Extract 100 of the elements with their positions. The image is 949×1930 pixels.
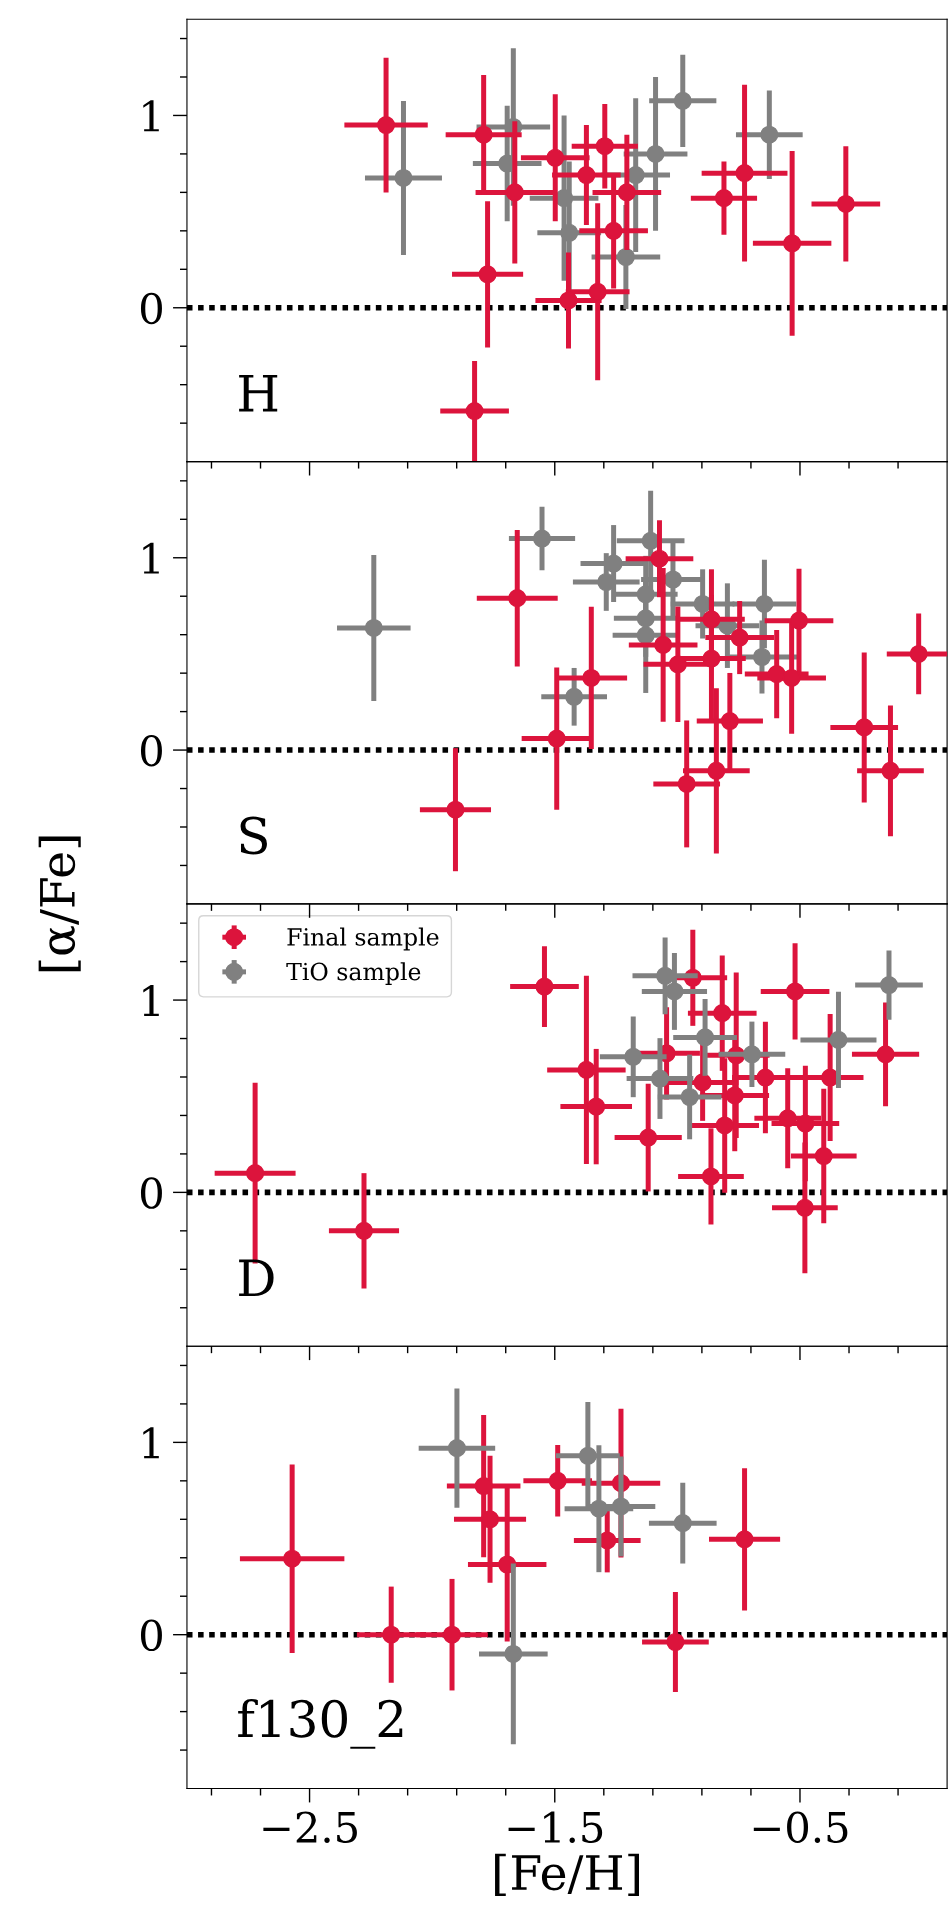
point bbox=[756, 1068, 775, 1087]
point bbox=[663, 570, 682, 589]
point bbox=[650, 1069, 669, 1088]
point bbox=[909, 644, 928, 663]
point bbox=[836, 194, 855, 213]
point bbox=[789, 611, 809, 630]
point bbox=[505, 183, 524, 202]
point bbox=[582, 668, 601, 687]
point bbox=[481, 1510, 500, 1529]
point bbox=[693, 1073, 712, 1092]
point bbox=[589, 1499, 608, 1518]
point bbox=[546, 148, 565, 167]
point bbox=[796, 1114, 815, 1133]
point bbox=[624, 1047, 643, 1066]
annotation: f130_2 bbox=[238, 1698, 403, 1749]
point bbox=[465, 402, 484, 421]
point bbox=[639, 1128, 658, 1147]
y-tick-label: 1 bbox=[143, 100, 159, 132]
point bbox=[715, 1116, 734, 1135]
point bbox=[442, 1625, 462, 1644]
point bbox=[560, 223, 579, 242]
point bbox=[617, 183, 636, 202]
point bbox=[474, 1476, 493, 1496]
y-tick-label: 0 bbox=[140, 292, 162, 325]
point bbox=[696, 1028, 715, 1047]
point bbox=[394, 168, 413, 187]
point bbox=[587, 1097, 606, 1116]
point bbox=[702, 649, 721, 668]
point bbox=[742, 1045, 761, 1064]
point bbox=[666, 1632, 685, 1652]
point bbox=[650, 549, 669, 568]
point bbox=[879, 976, 899, 995]
point bbox=[881, 761, 900, 780]
point bbox=[478, 265, 497, 284]
point bbox=[616, 247, 635, 267]
point bbox=[735, 1530, 754, 1549]
point bbox=[680, 1087, 699, 1107]
point bbox=[778, 1109, 797, 1128]
point bbox=[767, 665, 786, 684]
point bbox=[447, 1439, 466, 1458]
point bbox=[382, 1625, 401, 1644]
point bbox=[636, 626, 655, 645]
point bbox=[725, 1086, 744, 1105]
point bbox=[504, 1644, 523, 1663]
annotation: H bbox=[239, 374, 278, 412]
point bbox=[446, 800, 465, 819]
point bbox=[677, 774, 696, 793]
point bbox=[283, 1549, 302, 1568]
point bbox=[535, 977, 554, 996]
point bbox=[474, 125, 493, 144]
point bbox=[730, 628, 749, 647]
legend-label: TiO sample bbox=[286, 962, 421, 986]
point bbox=[702, 610, 721, 629]
point bbox=[876, 1045, 895, 1064]
y-tick-label: 0 bbox=[140, 734, 162, 767]
point bbox=[829, 1030, 848, 1049]
point bbox=[782, 668, 801, 687]
point bbox=[595, 137, 614, 156]
point bbox=[786, 982, 805, 1001]
point bbox=[720, 712, 739, 731]
point bbox=[760, 125, 779, 144]
point bbox=[665, 982, 684, 1001]
x-tick-label: −1.5 bbox=[508, 1811, 603, 1844]
y-tick-label: 0 bbox=[140, 1619, 162, 1652]
point bbox=[783, 234, 802, 253]
point bbox=[752, 647, 771, 667]
point bbox=[646, 144, 665, 163]
x-axis-title: [Fe/H] bbox=[495, 1853, 639, 1896]
point bbox=[354, 1221, 374, 1240]
point bbox=[548, 1471, 567, 1490]
point bbox=[611, 1497, 631, 1516]
y-tick-label: 1 bbox=[143, 984, 159, 1016]
point bbox=[673, 91, 692, 110]
point bbox=[532, 529, 552, 548]
point bbox=[508, 589, 527, 608]
point bbox=[735, 164, 754, 183]
point bbox=[559, 291, 578, 310]
point bbox=[636, 585, 655, 604]
point bbox=[246, 1164, 265, 1183]
point bbox=[364, 618, 383, 637]
point bbox=[577, 166, 596, 185]
point bbox=[588, 282, 607, 301]
point bbox=[701, 1167, 720, 1186]
x-tick-label: −0.5 bbox=[753, 1811, 848, 1844]
point bbox=[855, 718, 874, 737]
point bbox=[795, 1198, 814, 1217]
legend-label: Final sample bbox=[287, 927, 439, 951]
point bbox=[377, 116, 396, 135]
point bbox=[814, 1147, 833, 1166]
point bbox=[668, 655, 687, 674]
y-tick-label: 0 bbox=[140, 1177, 162, 1209]
point bbox=[565, 687, 584, 706]
point bbox=[636, 609, 655, 628]
point bbox=[604, 221, 623, 240]
point bbox=[755, 594, 774, 613]
annotation: S bbox=[240, 816, 267, 855]
point bbox=[713, 1004, 732, 1023]
x-tick-label: −2.5 bbox=[263, 1811, 357, 1844]
y-tick-label: 1 bbox=[143, 542, 159, 574]
point bbox=[654, 635, 673, 654]
